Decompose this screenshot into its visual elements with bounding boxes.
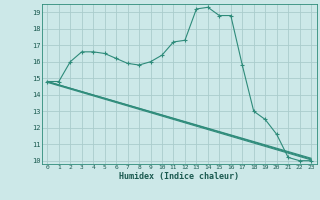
- X-axis label: Humidex (Indice chaleur): Humidex (Indice chaleur): [119, 172, 239, 181]
